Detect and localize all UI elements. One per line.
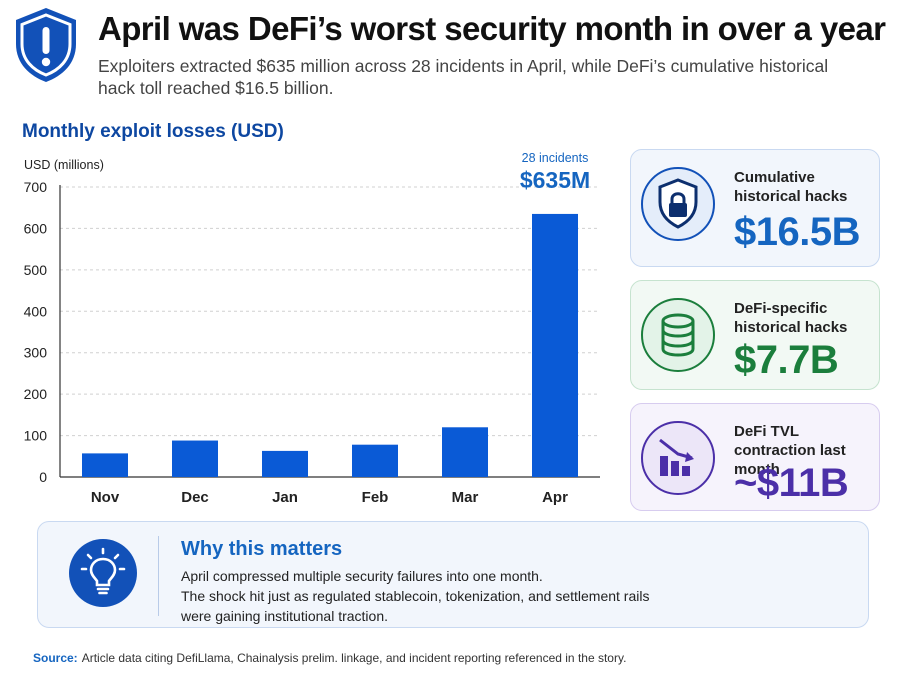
stat-label: DeFi TVL contraction last month bbox=[734, 423, 846, 478]
bar-apr bbox=[532, 213, 578, 477]
page-title: April was DeFi’s worst security month in… bbox=[98, 10, 886, 47]
stat-card-cumulative-hacks: Cumulative historical hacks $16.5B bbox=[630, 149, 880, 267]
y-tick-label: 200 bbox=[24, 386, 48, 402]
x-tick-label: Nov bbox=[91, 489, 120, 506]
y-tick-label: 700 bbox=[24, 179, 48, 195]
shield-lock-icon bbox=[641, 167, 715, 241]
y-tick-label: 600 bbox=[24, 220, 48, 236]
why-line: April compressed multiple security failu… bbox=[181, 568, 543, 584]
bar-feb bbox=[352, 444, 398, 477]
stat-label: Cumulative historical hacks bbox=[734, 169, 848, 205]
stat-card-tvl-contraction: DeFi TVL contraction last month ~$11B bbox=[630, 403, 880, 511]
shield-alert-icon bbox=[16, 8, 76, 82]
source-note: Source: Article data citing DefiLlama, Ch… bbox=[33, 651, 626, 665]
stat-label: DeFi-specific historical hacks bbox=[734, 300, 848, 336]
declining-bar-chart-icon bbox=[641, 421, 715, 495]
why-line: The shock hit just as regulated stableco… bbox=[181, 588, 650, 604]
why-title: Why this matters bbox=[181, 538, 343, 560]
why-text: April compressed multiple security failu… bbox=[181, 566, 861, 626]
x-tick-label: Apr bbox=[542, 489, 568, 506]
bar-chart: USD (millions) 0 100 200 300 400 500 600 700 Nov… bbox=[24, 151, 600, 506]
divider bbox=[158, 536, 159, 616]
stat-value: ~$11B bbox=[734, 461, 849, 505]
stat-card-defi-hacks: DeFi-specific historical hacks $7.7B bbox=[630, 280, 880, 390]
annotation-note: 28 incidents bbox=[522, 151, 589, 165]
source-label: Source: bbox=[33, 651, 78, 665]
annotation-value: $635M bbox=[520, 167, 590, 193]
y-axis-label: USD (millions) bbox=[24, 158, 104, 172]
stat-value: $7.7B bbox=[734, 338, 839, 382]
y-tick-label: 500 bbox=[24, 262, 48, 278]
x-tick-label: Feb bbox=[362, 489, 389, 506]
source-text: Article data citing DefiLlama, Chainalys… bbox=[81, 651, 627, 665]
x-tick-label: Jan bbox=[272, 489, 298, 506]
x-tick-label: Mar bbox=[452, 489, 479, 506]
x-tick-label: Dec bbox=[181, 489, 209, 506]
lightbulb-icon bbox=[69, 539, 137, 607]
bar-dec bbox=[172, 440, 218, 477]
bar-jan bbox=[262, 450, 308, 477]
y-tick-label: 400 bbox=[24, 303, 48, 319]
stat-value: $16.5B bbox=[734, 210, 860, 254]
y-tick-label: 300 bbox=[24, 345, 48, 361]
y-tick-label: 100 bbox=[24, 428, 48, 444]
page-subtitle: Exploiters extracted $635 million across… bbox=[98, 56, 829, 98]
chart-title: Monthly exploit losses (USD) bbox=[22, 121, 284, 142]
y-tick-label: 0 bbox=[39, 469, 47, 485]
why-this-matters-panel: Why this matters April compressed multip… bbox=[37, 521, 869, 628]
why-line: were gaining institutional traction. bbox=[181, 608, 389, 624]
bar-mar bbox=[442, 427, 488, 477]
bar-nov bbox=[82, 453, 128, 477]
database-icon bbox=[641, 298, 715, 372]
